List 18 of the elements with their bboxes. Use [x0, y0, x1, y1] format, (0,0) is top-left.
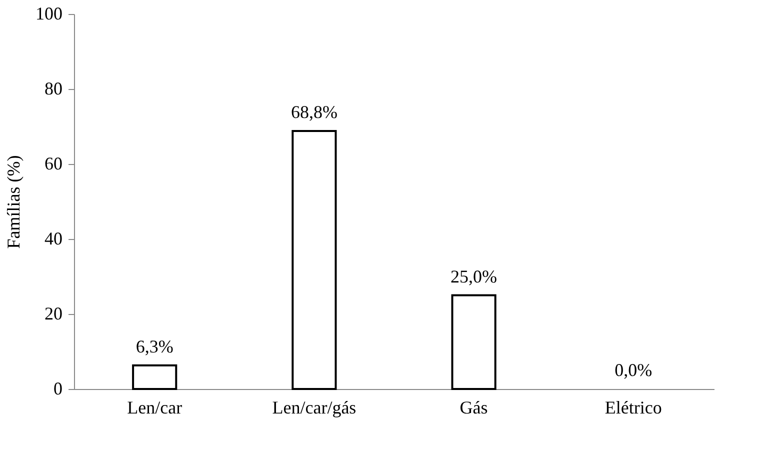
data-label: 25,0% [450, 266, 498, 286]
bar [132, 364, 178, 390]
y-tick-label: 40 [44, 228, 62, 248]
bar [451, 294, 496, 390]
data-label: 6,3% [136, 336, 174, 356]
data-label: 0,0% [614, 360, 652, 380]
y-axis-title: Famílias (%) [4, 155, 24, 249]
y-tick-label: 20 [44, 304, 62, 324]
bar [292, 130, 337, 390]
x-tick-label: Len/car/gás [272, 398, 356, 418]
x-tick-label: Len/car [127, 398, 182, 418]
data-label: 68,8% [290, 102, 338, 122]
y-tick-label: 80 [44, 78, 62, 98]
x-tick-label: Gás [460, 398, 488, 418]
x-tick-label: Elétrico [604, 398, 662, 418]
y-tick-label: 0 [54, 378, 62, 398]
y-tick-label: 60 [44, 154, 62, 174]
y-tick-label: 100 [36, 4, 62, 24]
